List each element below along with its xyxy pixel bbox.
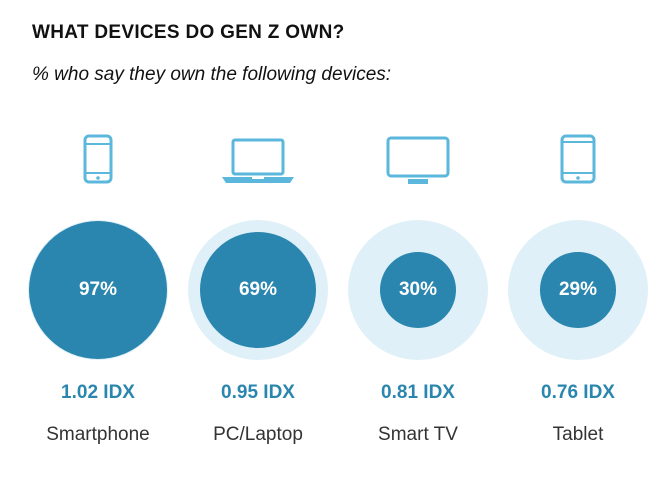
bubble-disc (540, 252, 616, 328)
bubble-disc (379, 251, 457, 329)
category-label: Smart TV (378, 424, 458, 445)
laptop-icon (178, 130, 338, 200)
device-column-laptop: 69% 0.95 IDX PC/Laptop (178, 120, 338, 460)
tv-icon (338, 130, 498, 200)
index-label: 1.02 IDX (61, 382, 135, 403)
index-label: 0.95 IDX (221, 382, 295, 403)
category-label: Tablet (552, 424, 604, 445)
tablet-icon (498, 130, 658, 200)
bubble-tablet: 29% (498, 220, 658, 360)
bubble-disc (29, 221, 167, 359)
value-label: 30% (398, 279, 438, 300)
index-label: 0.81 IDX (381, 382, 455, 403)
bubble-smartphone: 97% (18, 220, 178, 360)
value-label: 97% (78, 279, 118, 300)
index-label: 0.76 IDX (541, 382, 615, 403)
bubble-disc (199, 231, 317, 349)
category-label: Smartphone (46, 424, 150, 445)
smartphone-icon (18, 130, 178, 200)
value-label: 69% (238, 279, 278, 300)
chart-subtitle: % who say they own the following devices… (32, 64, 392, 85)
bubble-tv: 30% (338, 220, 498, 360)
device-column-tv: 30% 0.81 IDX Smart TV (338, 120, 498, 460)
device-column-smartphone: 97% 1.02 IDX Smartphone (18, 120, 178, 460)
device-column-tablet: 29% 0.76 IDX Tablet (498, 120, 658, 460)
bubble-laptop: 69% (178, 220, 338, 360)
category-label: PC/Laptop (213, 424, 303, 445)
chart-title: WHAT DEVICES DO GEN Z OWN? (32, 22, 345, 43)
value-label: 29% (558, 279, 598, 300)
